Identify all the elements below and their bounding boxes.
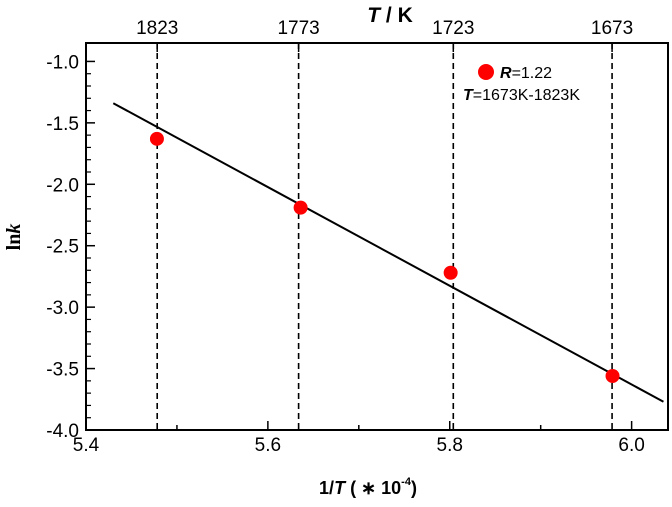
legend-r-text: R=1.22	[500, 65, 552, 82]
y-axis-title: lnk	[3, 224, 25, 251]
y-tick-label: -2.0	[46, 175, 79, 196]
top-tick-label: 1673	[591, 18, 633, 39]
legend-t-text: T=1673K-1823K	[463, 87, 580, 104]
x-tick-label: 5.8	[437, 435, 463, 456]
x-tick-label: 5.4	[73, 435, 100, 456]
legend-marker	[478, 64, 494, 80]
fit-line-group	[112, 102, 664, 403]
plot-frame	[85, 42, 669, 431]
y-tick-label: -1.0	[46, 52, 79, 73]
top-tick-label: 1723	[432, 18, 474, 39]
top-tick-labels: 1823 1773 1723 1673	[136, 18, 633, 39]
x-tick-label: 5.6	[255, 435, 281, 456]
top-tick-label: 1773	[277, 18, 319, 39]
data-point	[605, 368, 620, 383]
y-tick-label: -3.0	[46, 298, 79, 319]
data-point	[149, 131, 164, 146]
y-tick-label: -3.5	[46, 360, 79, 381]
x-axis-title: 1/T ( ∗ 10-4)	[319, 476, 417, 498]
y-tick-labels: -4.0 -3.5 -3.0 -2.5 -2.0 -1.5 -1.0	[46, 52, 79, 442]
axis-ticks	[85, 43, 633, 431]
vertical-reference-lines	[156, 43, 613, 430]
x-tick-label: 6.0	[618, 435, 644, 456]
top-tick-label: 1823	[136, 18, 178, 39]
top-axis-title: T / K	[367, 4, 413, 27]
data-point	[293, 200, 308, 215]
y-tick-label: -1.5	[46, 114, 79, 135]
x-tick-labels: 5.4 5.6 5.8 6.0	[73, 435, 645, 456]
y-tick-label: -4.0	[46, 421, 79, 442]
fit-line	[112, 102, 664, 403]
data-points	[149, 131, 620, 383]
data-point	[443, 265, 458, 280]
y-tick-label: -2.5	[46, 237, 79, 258]
